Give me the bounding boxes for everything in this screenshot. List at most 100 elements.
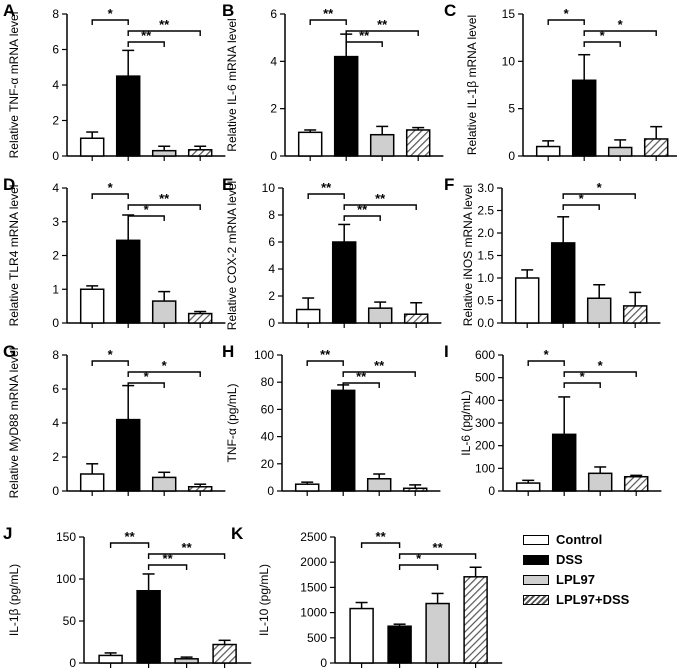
bar-d-lpl97-dss bbox=[187, 312, 213, 324]
panel-e: E 0 2 4 6 8 10 Relative COX-2 mRNA level ** ** ** bbox=[222, 175, 442, 330]
significance-label-h: ** bbox=[320, 347, 331, 362]
legend-swatch-lpl97-dss bbox=[523, 595, 549, 605]
y-tick-label-k: 1000 bbox=[300, 606, 327, 620]
significance-bracket-i bbox=[563, 382, 601, 388]
bar-a-lpl97-dss bbox=[187, 149, 213, 157]
bar-e-dss bbox=[331, 241, 357, 324]
y-tick-label-g: 8 bbox=[52, 348, 59, 362]
y-axis-label-b: Relative IL-6 mRNA level bbox=[225, 18, 239, 151]
significance-label-a: ** bbox=[159, 17, 170, 32]
y-tick-label-a: 4 bbox=[52, 78, 59, 92]
bar-b-lpl97 bbox=[369, 133, 395, 157]
bar-a-control bbox=[79, 137, 105, 157]
significance-label-f: * bbox=[597, 180, 603, 195]
y-tick-label-e: 6 bbox=[268, 235, 275, 249]
panel-h: H 0 20 40 60 80 100 TNF-α (pg/mL) ** ** ** bbox=[222, 342, 441, 498]
y-axis-label-e: Relative COX-2 mRNA level bbox=[225, 181, 239, 330]
significance-bracket-d bbox=[127, 215, 165, 221]
bar-a-lpl97 bbox=[151, 149, 177, 157]
y-tick-label-e: 0 bbox=[268, 316, 275, 330]
bar-d-control bbox=[79, 288, 105, 324]
y-axis-label-d: Relative TLR4 mRNA level bbox=[7, 185, 21, 327]
bar-c-dss bbox=[571, 79, 597, 157]
significance-bracket-b bbox=[345, 41, 383, 47]
y-tick-label-h: 40 bbox=[261, 430, 275, 444]
panel-i: I 0 100 200 300 400 500 600 IL-6 (pg/mL) * * * bbox=[444, 342, 662, 498]
bar-e-control bbox=[295, 308, 321, 324]
significance-label-j: ** bbox=[125, 529, 136, 544]
significance-label-a: * bbox=[108, 6, 114, 21]
significance-bracket-b bbox=[309, 19, 347, 25]
significance-label-e: ** bbox=[357, 202, 368, 217]
legend-item-lpl97-dss: LPL97+DSS bbox=[523, 592, 673, 612]
legend-item-dss: DSS bbox=[523, 552, 673, 572]
panel-letter-f: F bbox=[444, 175, 454, 194]
y-axis-label-h: TNF-α (pg/mL) bbox=[225, 384, 239, 463]
significance-bracket-e bbox=[343, 215, 381, 221]
panel-letter-i: I bbox=[444, 342, 449, 361]
y-tick-label-k: 1500 bbox=[300, 580, 327, 594]
y-tick-label-a: 0 bbox=[52, 149, 59, 163]
bar-b-lpl97-dss bbox=[405, 129, 431, 157]
significance-label-i: * bbox=[544, 347, 550, 362]
bar-i-dss bbox=[551, 433, 577, 492]
y-tick-label-j: 0 bbox=[69, 656, 76, 669]
y-tick-label-a: 2 bbox=[52, 114, 59, 128]
bar-g-lpl97-dss bbox=[187, 486, 213, 492]
panel-letter-j: J bbox=[3, 524, 12, 543]
significance-bracket-i bbox=[563, 371, 637, 377]
y-tick-label-a: 8 bbox=[52, 7, 59, 21]
bar-j-dss bbox=[136, 590, 161, 664]
panel-letter-d: D bbox=[3, 175, 15, 194]
y-tick-label-k: 2000 bbox=[300, 555, 327, 569]
significance-bracket-k bbox=[398, 553, 477, 559]
bar-i-lpl97 bbox=[587, 472, 613, 492]
bar-g-dss bbox=[115, 418, 141, 492]
bar-b-control bbox=[297, 131, 323, 157]
significance-label-i: * bbox=[580, 369, 586, 384]
significance-bracket-k bbox=[360, 542, 401, 548]
bar-i-lpl97-dss bbox=[623, 475, 649, 492]
y-tick-label-j: 150 bbox=[56, 530, 76, 544]
y-axis-label-j: IL-1β (pg/mL) bbox=[7, 564, 21, 636]
y-tick-label-e: 10 bbox=[262, 181, 276, 195]
y-tick-label-g: 2 bbox=[52, 450, 59, 464]
y-tick-label-d: 1 bbox=[52, 282, 59, 296]
y-tick-label-i: 600 bbox=[475, 348, 495, 362]
significance-label-h: ** bbox=[356, 369, 367, 384]
bar-c-control bbox=[535, 145, 561, 157]
significance-label-g: * bbox=[144, 369, 150, 384]
bar-j-lpl97-dss bbox=[212, 643, 237, 664]
significance-label-c: * bbox=[600, 28, 606, 43]
legend-item-lpl97: LPL97 bbox=[523, 572, 673, 592]
y-tick-label-k: 500 bbox=[307, 631, 327, 645]
significance-bracket-i bbox=[527, 360, 565, 366]
bar-h-control bbox=[294, 483, 320, 492]
significance-bracket-e bbox=[307, 193, 345, 199]
significance-bracket-g bbox=[127, 371, 201, 377]
significance-label-c: * bbox=[618, 17, 624, 32]
legend-label-control: Control bbox=[556, 532, 603, 547]
significance-bracket-c bbox=[547, 19, 585, 25]
significance-label-k: ** bbox=[376, 529, 387, 544]
significance-label-d: * bbox=[144, 202, 150, 217]
panel-letter-g: G bbox=[3, 342, 16, 361]
significance-label-e: ** bbox=[321, 180, 332, 195]
significance-bracket-j bbox=[147, 553, 226, 559]
y-tick-label-d: 0 bbox=[52, 316, 59, 330]
bar-c-lpl97 bbox=[607, 146, 633, 157]
panel-letter-c: C bbox=[444, 1, 456, 20]
y-axis-label-f: Relative iNOS mRNA level bbox=[461, 185, 475, 326]
significance-label-b: ** bbox=[377, 17, 388, 32]
significance-bracket-g bbox=[127, 382, 165, 388]
bar-f-control bbox=[514, 277, 540, 324]
y-tick-label-a: 6 bbox=[52, 43, 59, 57]
panel-letter-k: K bbox=[231, 524, 244, 543]
panel-letter-e: E bbox=[222, 175, 233, 194]
significance-label-j: ** bbox=[182, 540, 193, 555]
bar-b-dss bbox=[333, 55, 359, 157]
legend-label-lpl97-dss: LPL97+DSS bbox=[556, 592, 630, 607]
y-axis-label-a: Relative TNF-α mRNA level bbox=[7, 12, 21, 159]
bar-f-dss bbox=[550, 242, 576, 324]
